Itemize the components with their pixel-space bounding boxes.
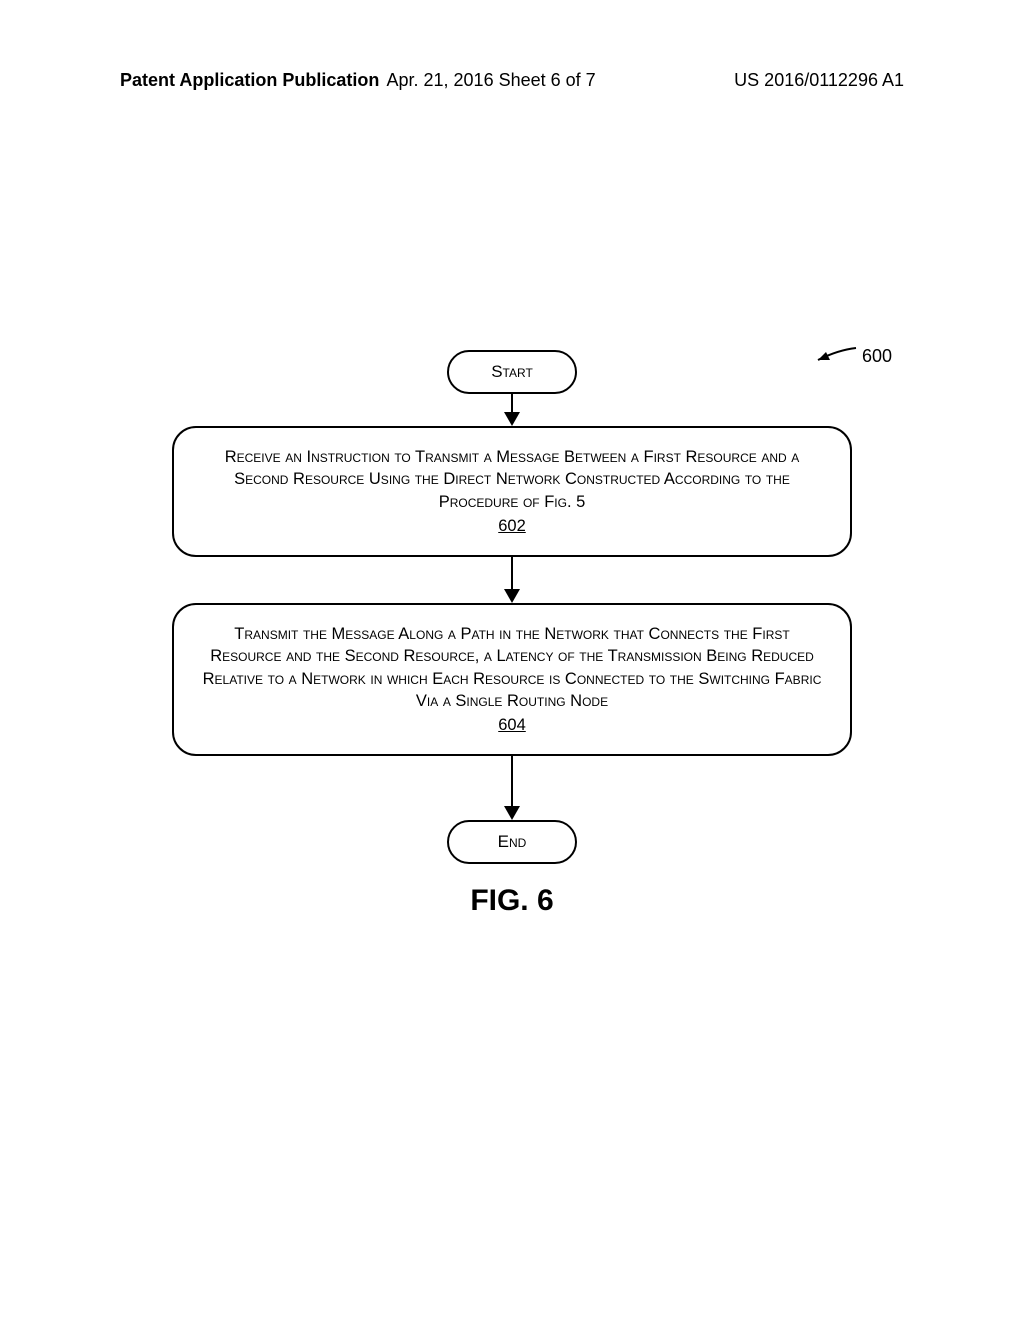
header-center: Apr. 21, 2016 Sheet 6 of 7 xyxy=(386,70,595,91)
page-header: Patent Application Publication Apr. 21, … xyxy=(0,70,1024,91)
arrow-3-head xyxy=(504,806,520,820)
end-terminal: End xyxy=(447,820,577,864)
process-1-ref: 602 xyxy=(202,515,822,537)
process-2-text: Transmit the Message Along a Path in the… xyxy=(203,625,822,710)
arrow-2-head xyxy=(504,589,520,603)
header-left: Patent Application Publication xyxy=(120,70,379,91)
process-box-1: Receive an Instruction to Transmit a Mes… xyxy=(172,426,852,557)
arrow-1-head xyxy=(504,412,520,426)
process-1-text: Receive an Instruction to Transmit a Mes… xyxy=(225,448,800,511)
process-2-ref: 604 xyxy=(202,714,822,736)
flowchart-ref-number: 600 xyxy=(862,346,892,367)
figure-label: FIG. 6 xyxy=(172,884,852,918)
start-terminal: Start xyxy=(447,350,577,394)
arrow-1 xyxy=(172,394,852,412)
start-label: Start xyxy=(491,362,533,382)
end-label: End xyxy=(498,832,527,852)
arrow-3 xyxy=(172,756,852,806)
flowchart-ref-label: 600 xyxy=(808,344,892,368)
flowchart-container: Start 600 Receive an Instruction to Tran… xyxy=(172,350,852,918)
ref-arrow-icon xyxy=(808,344,858,368)
arrow-2 xyxy=(172,557,852,589)
header-right: US 2016/0112296 A1 xyxy=(734,70,904,91)
process-box-2: Transmit the Message Along a Path in the… xyxy=(172,603,852,756)
